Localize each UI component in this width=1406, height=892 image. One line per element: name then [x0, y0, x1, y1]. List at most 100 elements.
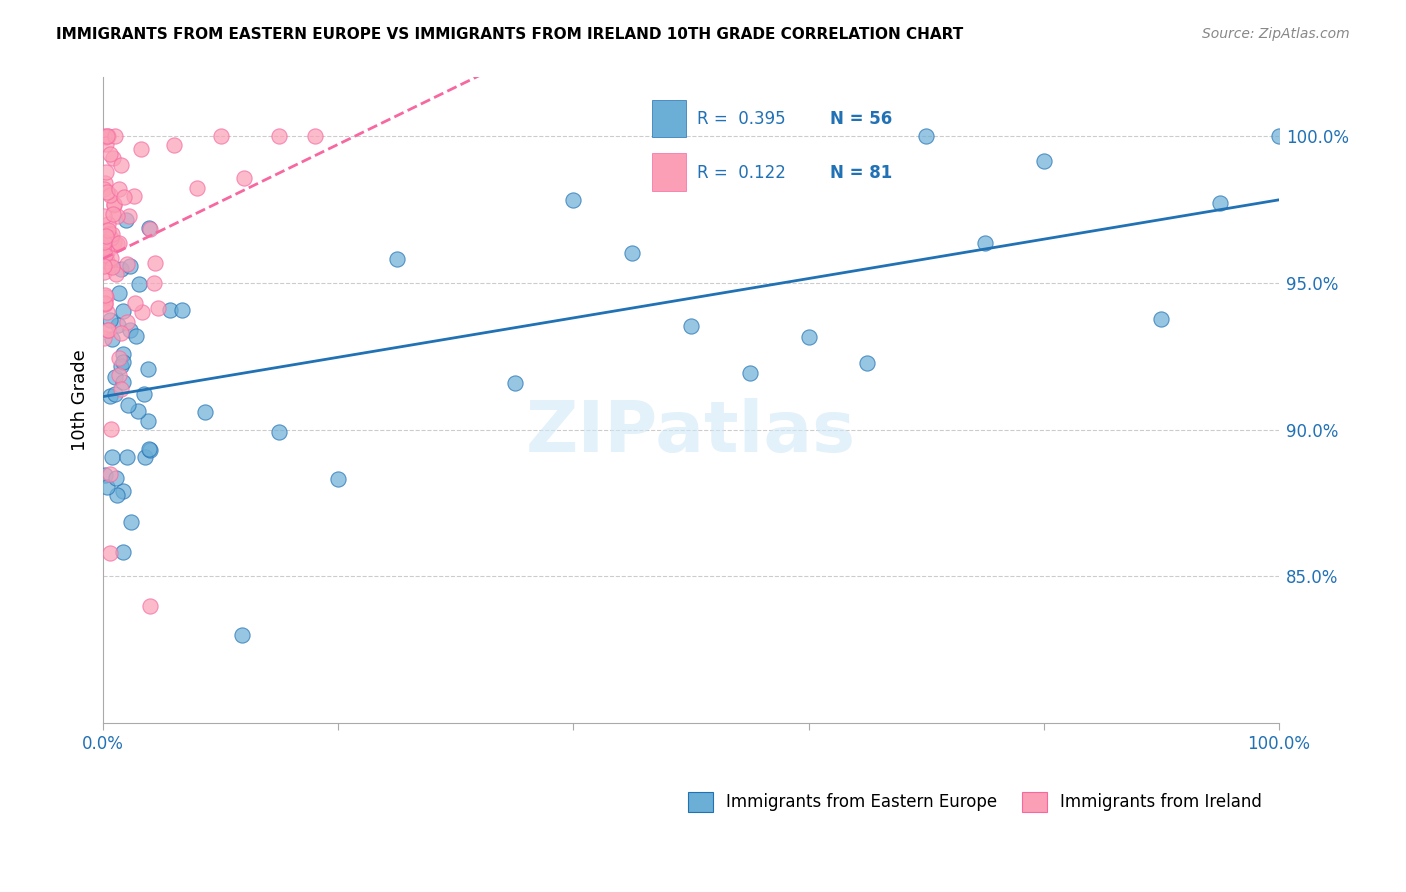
- Immigrants from Eastern Europe: [110, 359, 132, 374]
- Immigrants from Ireland: [91, 254, 114, 268]
- Immigrants from Ireland: [93, 259, 115, 273]
- Immigrants from Eastern Europe: [111, 355, 134, 369]
- Immigrants from Eastern Europe: [621, 246, 644, 260]
- Immigrants from Eastern Europe: [115, 450, 138, 464]
- Immigrants from Ireland: [93, 240, 115, 254]
- Immigrants from Ireland: [97, 217, 120, 231]
- Immigrants from Ireland: [93, 182, 115, 196]
- Immigrants from Ireland: [96, 164, 118, 178]
- Immigrants from Eastern Europe: [134, 450, 156, 465]
- Immigrants from Eastern Europe: [118, 260, 141, 274]
- Immigrants from Ireland: [143, 256, 166, 270]
- Immigrants from Ireland: [104, 267, 127, 281]
- Immigrants from Ireland: [97, 129, 120, 144]
- Immigrants from Eastern Europe: [105, 471, 128, 485]
- Immigrants from Eastern Europe: [120, 515, 142, 529]
- Immigrants from Eastern Europe: [111, 304, 134, 318]
- Immigrants from Ireland: [96, 186, 118, 200]
- Text: R =  0.395: R = 0.395: [697, 111, 786, 128]
- Immigrants from Ireland: [97, 227, 120, 241]
- Immigrants from Ireland: [98, 188, 121, 202]
- Immigrants from Eastern Europe: [172, 303, 194, 318]
- Immigrants from Ireland: [146, 301, 169, 315]
- Immigrants from Eastern Europe: [136, 414, 159, 428]
- Immigrants from Ireland: [124, 296, 146, 310]
- Immigrants from Ireland: [98, 146, 121, 161]
- Immigrants from Ireland: [94, 295, 117, 310]
- Immigrants from Eastern Europe: [1150, 311, 1173, 326]
- Immigrants from Eastern Europe: [679, 319, 702, 334]
- Immigrants from Eastern Europe: [98, 389, 121, 403]
- Immigrants from Ireland: [94, 297, 117, 311]
- Immigrants from Eastern Europe: [738, 366, 761, 380]
- Immigrants from Ireland: [100, 422, 122, 436]
- Immigrants from Ireland: [94, 130, 117, 145]
- Immigrants from Ireland: [100, 260, 122, 275]
- Immigrants from Ireland: [105, 210, 128, 224]
- Immigrants from Eastern Europe: [111, 545, 134, 559]
- Immigrants from Eastern Europe: [96, 480, 118, 494]
- Immigrants from Ireland: [97, 259, 120, 273]
- Immigrants from Ireland: [93, 237, 115, 252]
- Immigrants from Ireland: [117, 315, 139, 329]
- Immigrants from Ireland: [93, 237, 115, 252]
- Immigrants from Ireland: [100, 251, 122, 265]
- Immigrants from Eastern Europe: [128, 277, 150, 291]
- Immigrants from Ireland: [110, 158, 132, 172]
- Immigrants from Ireland: [233, 171, 256, 186]
- Immigrants from Ireland: [96, 254, 118, 268]
- Immigrants from Ireland: [94, 222, 117, 236]
- Text: ZIPatlas: ZIPatlas: [526, 398, 856, 467]
- Immigrants from Ireland: [131, 305, 153, 319]
- Immigrants from Eastern Europe: [117, 398, 139, 412]
- Immigrants from Ireland: [131, 142, 153, 156]
- Immigrants from Eastern Europe: [797, 330, 820, 344]
- Immigrants from Eastern Europe: [125, 328, 148, 343]
- Immigrants from Ireland: [97, 322, 120, 336]
- Immigrants from Ireland: [118, 210, 141, 224]
- Immigrants from Ireland: [97, 223, 120, 237]
- FancyBboxPatch shape: [652, 153, 686, 191]
- Immigrants from Ireland: [117, 257, 139, 271]
- Y-axis label: 10th Grade: 10th Grade: [72, 350, 89, 451]
- Immigrants from Eastern Europe: [1032, 153, 1054, 168]
- Immigrants from Eastern Europe: [974, 235, 997, 250]
- Immigrants from Eastern Europe: [503, 376, 526, 390]
- Immigrants from Eastern Europe: [112, 375, 135, 389]
- Immigrants from Eastern Europe: [139, 443, 162, 458]
- Immigrants from Eastern Europe: [108, 285, 131, 300]
- Immigrants from Eastern Europe: [1268, 129, 1291, 144]
- Immigrants from Ireland: [96, 245, 118, 260]
- Immigrants from Ireland: [110, 326, 132, 340]
- Immigrants from Eastern Europe: [915, 129, 938, 144]
- Immigrants from Ireland: [139, 222, 162, 236]
- Immigrants from Ireland: [107, 182, 129, 196]
- Immigrants from Ireland: [104, 129, 127, 144]
- Immigrants from Eastern Europe: [138, 362, 160, 376]
- Immigrants from Ireland: [107, 236, 129, 251]
- Immigrants from Eastern Europe: [110, 261, 132, 276]
- Immigrants from Eastern Europe: [101, 332, 124, 346]
- Immigrants from Ireland: [209, 129, 232, 144]
- Immigrants from Ireland: [107, 351, 129, 365]
- Immigrants from Ireland: [97, 322, 120, 336]
- Immigrants from Eastern Europe: [104, 387, 127, 401]
- Immigrants from Ireland: [103, 198, 125, 212]
- Immigrants from Ireland: [107, 368, 129, 383]
- Immigrants from Eastern Europe: [562, 194, 585, 208]
- Immigrants from Ireland: [269, 129, 291, 144]
- Immigrants from Ireland: [103, 197, 125, 211]
- Immigrants from Ireland: [94, 224, 117, 238]
- Immigrants from Ireland: [101, 151, 124, 165]
- Immigrants from Ireland: [94, 288, 117, 302]
- Immigrants from Ireland: [94, 176, 117, 190]
- Immigrants from Ireland: [100, 467, 122, 481]
- Immigrants from Ireland: [96, 305, 118, 319]
- Immigrants from Eastern Europe: [231, 628, 253, 642]
- Immigrants from Ireland: [101, 207, 124, 221]
- Immigrants from Eastern Europe: [328, 472, 350, 486]
- Immigrants from Ireland: [110, 382, 132, 396]
- Immigrants from Eastern Europe: [132, 386, 155, 401]
- Text: N = 81: N = 81: [830, 164, 891, 182]
- Immigrants from Eastern Europe: [194, 405, 217, 419]
